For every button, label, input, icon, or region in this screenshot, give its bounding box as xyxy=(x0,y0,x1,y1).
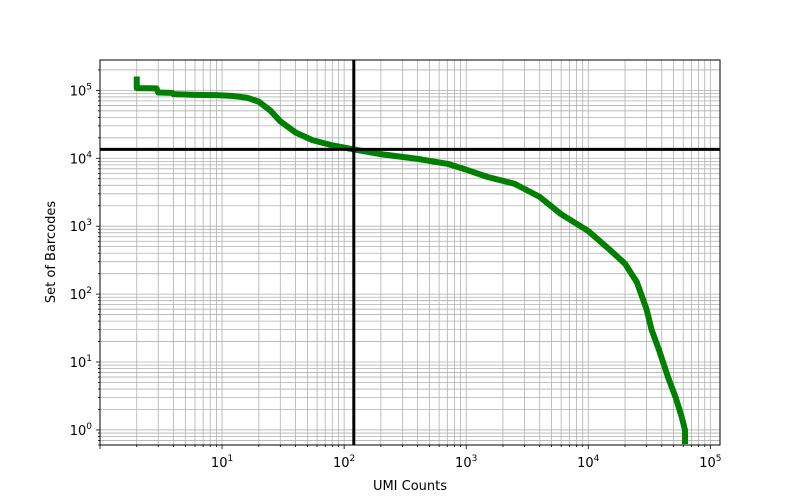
y-tick-label: 105 xyxy=(70,82,92,99)
x-axis-label: UMI Counts xyxy=(373,479,447,494)
y-tick-label: 103 xyxy=(70,218,92,235)
reference-lines xyxy=(100,60,720,445)
plot-frame xyxy=(99,59,721,446)
x-tick-label: 101 xyxy=(211,454,233,471)
barcode-rank-curve xyxy=(133,76,688,445)
x-tick-label: 103 xyxy=(455,454,477,471)
data-series xyxy=(133,76,688,445)
y-tick-label: 100 xyxy=(70,422,93,439)
axis-ticks: 101 102 103 104 105 100 101 102 103 104 105 xyxy=(70,69,721,471)
x-tick-label: 105 xyxy=(699,454,721,471)
x-tick-label: 104 xyxy=(577,454,600,471)
x-tick-label: 102 xyxy=(333,454,355,471)
y-tick-label: 102 xyxy=(70,286,92,303)
y-tick-label: 104 xyxy=(70,150,93,167)
y-axis-label: Set of Barcodes xyxy=(44,201,59,303)
y-tick-label: 101 xyxy=(70,354,92,371)
